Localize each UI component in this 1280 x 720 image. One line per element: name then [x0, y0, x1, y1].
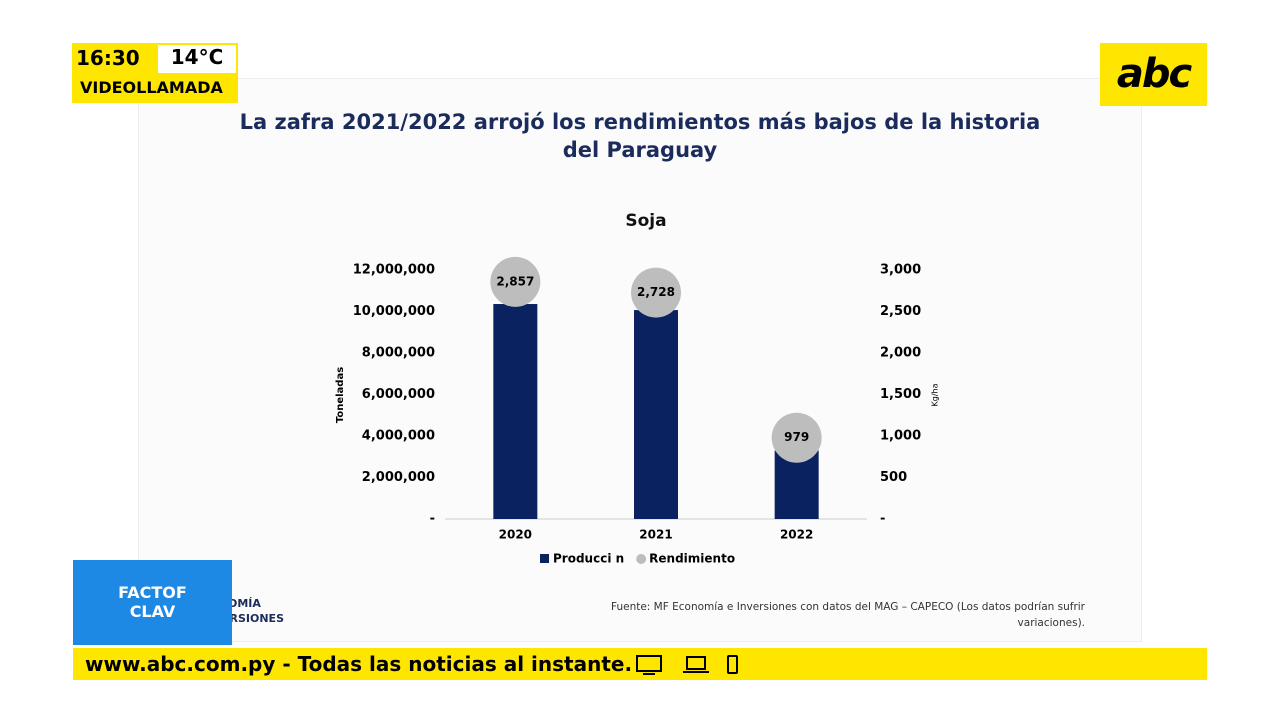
- y2-tick-label: 3,000: [880, 263, 921, 278]
- bar: [493, 304, 538, 519]
- x-tick-label: 2021: [639, 528, 672, 542]
- y-tick-label: -: [430, 512, 435, 527]
- yield-marker: [771, 412, 822, 463]
- y2-tick-label: 1,500: [880, 387, 921, 402]
- y-axis-label: Toneladas: [335, 367, 346, 423]
- ticker-bar: www.abc.com.py - Todas las noticias al i…: [73, 648, 1207, 680]
- legend-swatch: [636, 554, 647, 564]
- chart-subtitle: Soja: [625, 211, 666, 231]
- phone-icon: [727, 655, 738, 674]
- behind-text: ERSIONES: [222, 612, 284, 625]
- temperature: 14°C: [158, 45, 236, 73]
- program-line: FACTOF: [118, 583, 187, 602]
- laptop-icon: [686, 656, 706, 670]
- data-label: 2,728: [637, 285, 675, 299]
- source: Fuente: MF Economía e Inversiones con da…: [611, 601, 1086, 629]
- tag: VIDEOLLAMADA: [80, 78, 223, 97]
- x-tick-label: 2022: [780, 528, 813, 542]
- x-tick-label: 2020: [499, 528, 532, 542]
- y-tick-label: 8,000,000: [362, 346, 435, 361]
- legend-label: Rendimiento: [649, 552, 735, 566]
- y2-tick-label: 1,000: [880, 429, 921, 444]
- y2-tick-label: 2,000: [880, 346, 921, 361]
- logo: abc: [1100, 43, 1207, 106]
- tv-icon: [636, 655, 662, 672]
- y2-tick-label: 500: [880, 470, 907, 485]
- info-box: 16:30 14°C VIDEOLLAMADA: [72, 43, 238, 103]
- bar: [634, 310, 678, 519]
- y-tick-label: 10,000,000: [353, 304, 435, 319]
- behind-text: OMÍA: [228, 597, 261, 610]
- y2-tick-label: 2,500: [880, 304, 921, 319]
- program-box: FACTOF CLAV: [73, 560, 232, 645]
- y-tick-label: 4,000,000: [362, 429, 435, 444]
- data-label: 2,857: [496, 274, 534, 288]
- y2-axis-label: Kg/ha: [931, 383, 940, 406]
- program-line: CLAV: [129, 602, 176, 621]
- chart-title: La zafra 2021/2022 arrojó los rendimient…: [240, 110, 1041, 162]
- legend-label: Producci n: [553, 552, 624, 566]
- time: 16:30: [76, 46, 140, 70]
- yield-marker: [490, 256, 541, 307]
- data-label: 979: [784, 430, 809, 444]
- device-icons: [636, 655, 738, 675]
- ticker: www.abc.com.py - Todas las noticias al i…: [85, 652, 633, 676]
- y-tick-label: 2,000,000: [362, 470, 435, 485]
- yield-marker: [631, 267, 681, 318]
- y-tick-label: 12,000,000: [353, 263, 435, 278]
- y-tick-label: 6,000,000: [362, 387, 435, 402]
- legend-swatch: [540, 554, 549, 563]
- y2-tick-label: -: [880, 512, 885, 527]
